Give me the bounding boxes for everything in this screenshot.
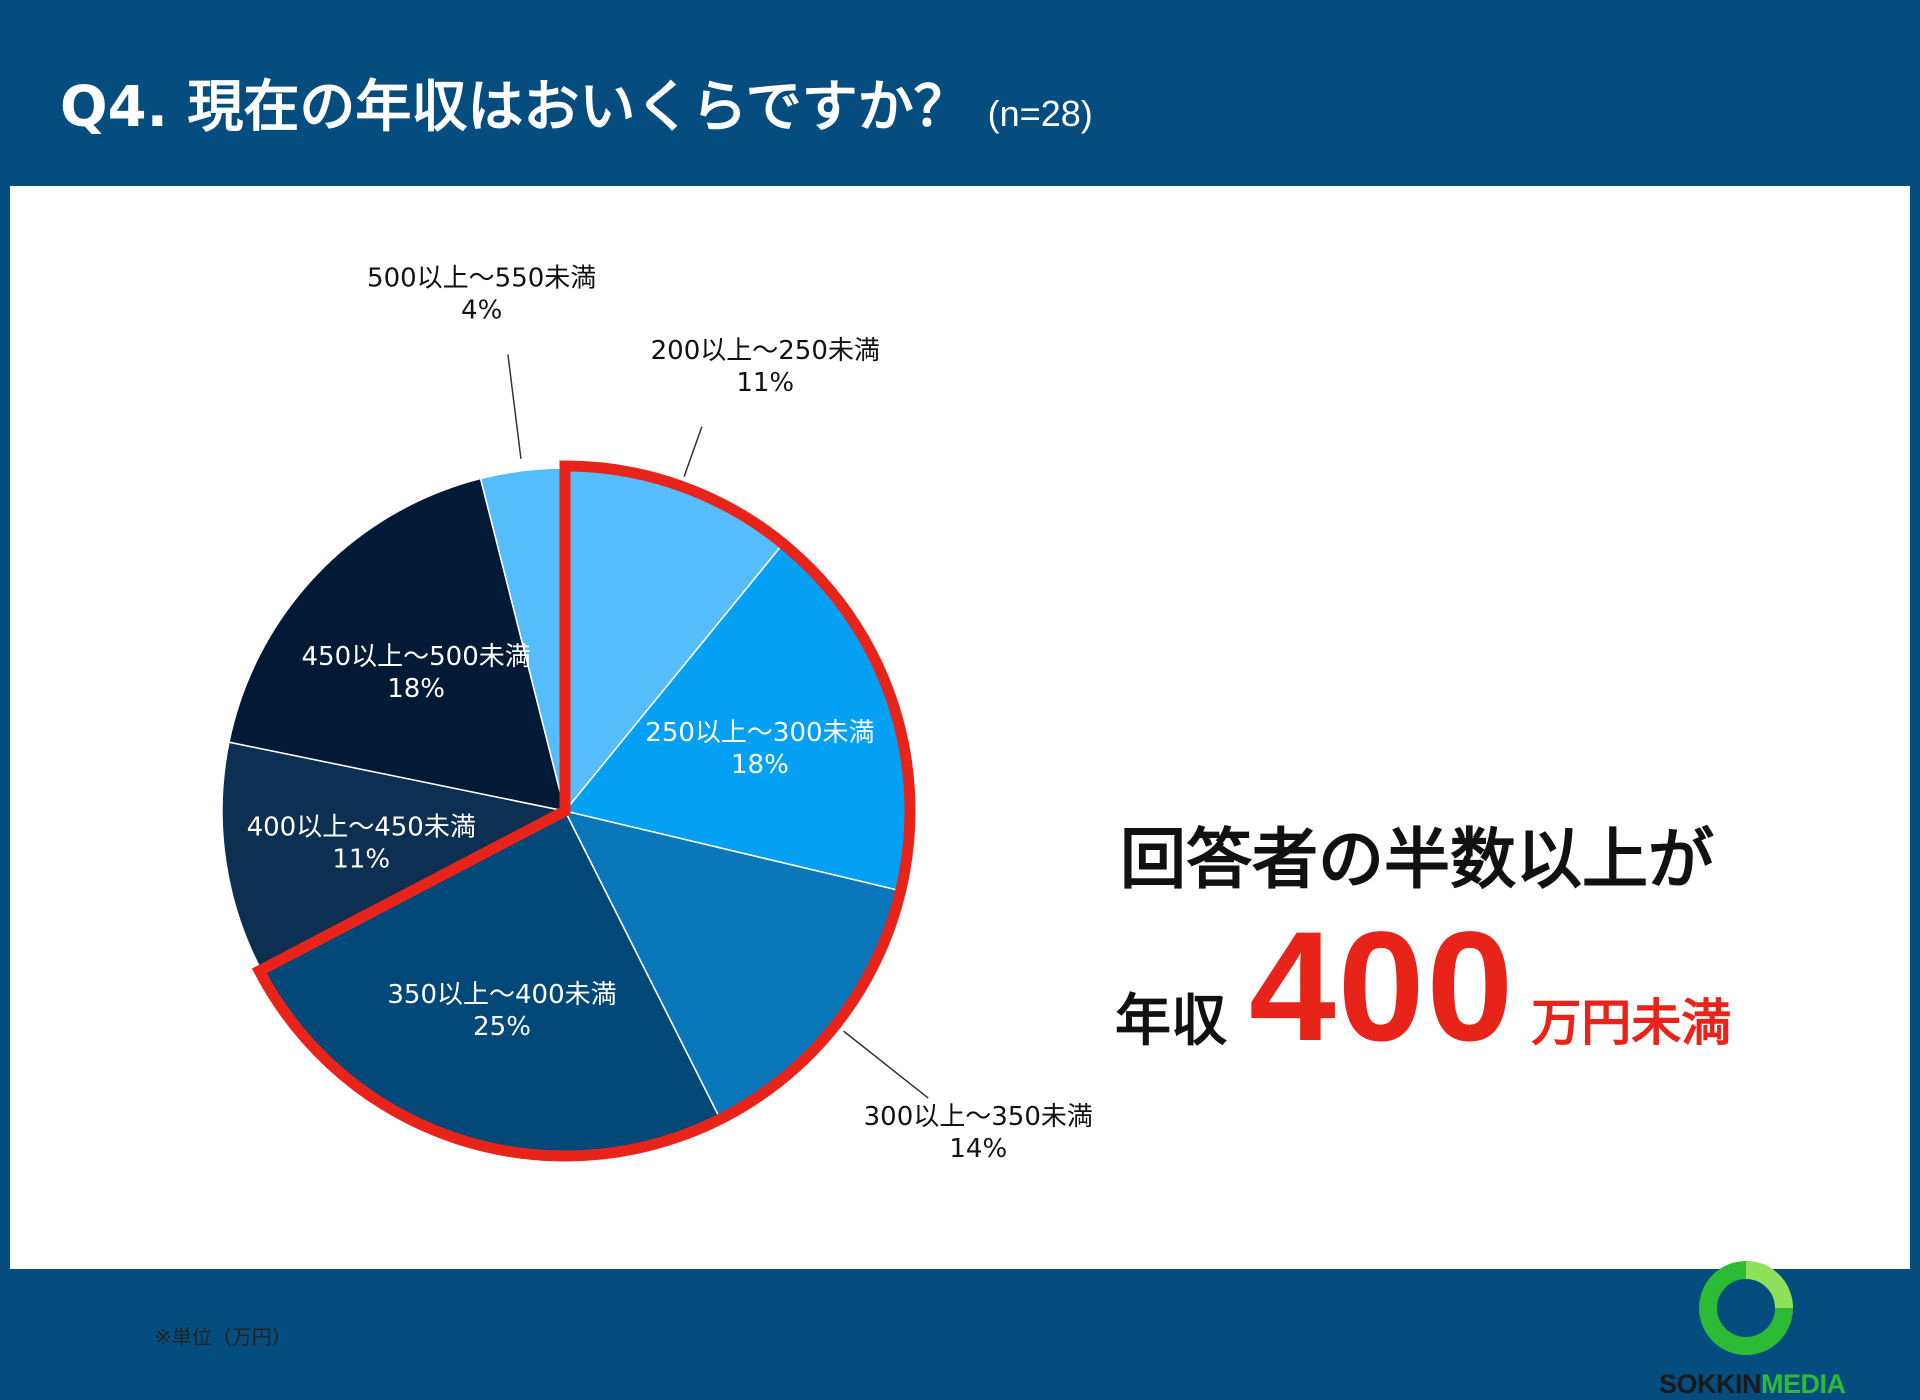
brand-part1: SOKKIN <box>1659 1369 1762 1399</box>
unit-note: ※単位（万円） <box>155 1325 292 1349</box>
logo-ring-icon <box>1699 1261 1793 1355</box>
slice-label-3: 350以上～400未満 <box>387 980 616 1010</box>
leader-line-6 <box>507 354 522 459</box>
slice-label-4: 400以上～450未満 <box>247 813 476 843</box>
highlight-outline <box>251 460 916 1162</box>
slice-pct-6: 4% <box>461 296 502 326</box>
page-title: Q4. 現在の年収はおいくらですか？ (n=28) <box>60 62 1093 143</box>
question-title: Q4. 現在の年収はおいくらですか？ <box>60 75 970 140</box>
leader-line-0 <box>683 426 703 477</box>
content-panel: 200以上～250未満 11% 250以上～300未満 18% 300以上～350未満 1… <box>10 186 1910 1399</box>
slice-pct-1: 18% <box>731 750 789 780</box>
slice-label-5: 450以上～500未満 <box>301 642 530 672</box>
callout-headline: 回答者の半数以上が <box>1120 821 1714 898</box>
callout-suffix: 万円未満 <box>1531 994 1732 1052</box>
slice-label-2: 300以上～350未満 <box>864 1102 1093 1132</box>
leader-line-2 <box>843 1030 929 1099</box>
slice-pct-5: 18% <box>387 674 445 704</box>
brand-logo: SOKKINMEDIA <box>1659 1369 1846 1400</box>
slice-pct-4: 11% <box>332 845 390 875</box>
pie-slice-5 <box>228 477 567 812</box>
slice-pct-0: 11% <box>736 368 794 398</box>
slice-label-0: 200以上～250未満 <box>651 336 880 366</box>
slice-label-1: 250以上～300未満 <box>645 718 874 748</box>
brand-part2: MEDIA <box>1761 1369 1846 1399</box>
callout-value: 400 <box>1249 900 1516 1074</box>
callout-prefix: 年収 <box>1115 989 1227 1054</box>
slice-pct-2: 14% <box>949 1134 1007 1164</box>
slice-pct-3: 25% <box>473 1012 531 1042</box>
pie-slice-4 <box>221 741 568 972</box>
callout-value-line: 年収 400 万円未満 <box>1115 898 1731 1077</box>
slice-label-6: 500以上～550未満 <box>367 264 596 294</box>
sample-size: (n=28) <box>987 93 1093 134</box>
pie-chart: 200以上～250未満11%250以上～300未満18%300以上～350未満1… <box>221 264 1093 1164</box>
header-bar: Q4. 現在の年収はおいくらですか？ (n=28) <box>0 0 1920 186</box>
